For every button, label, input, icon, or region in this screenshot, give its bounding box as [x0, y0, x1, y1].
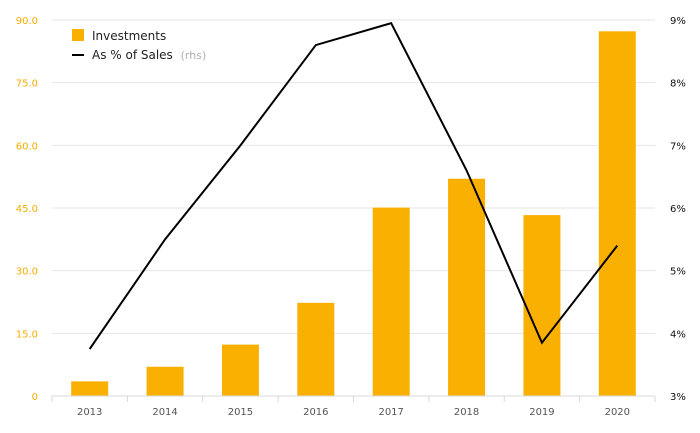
right-tick-label: 3%: [670, 392, 686, 403]
left-y-axis: 0 15.0 30.0 45.0 60.0 75.0 90.0: [16, 16, 38, 403]
x-tick-label: 2020: [605, 407, 630, 418]
left-tick-label: 75.0: [16, 79, 38, 90]
legend: Investments As % of Sales (rhs): [72, 29, 206, 62]
bar: [297, 302, 335, 396]
bar: [448, 178, 486, 396]
legend-note-rhs: (rhs): [181, 49, 207, 62]
right-tick-label: 6%: [670, 204, 686, 215]
right-y-axis: 3% 4% 5% 6% 7% 8% 9%: [670, 16, 686, 403]
series-line: [88, 21, 619, 350]
bar: [221, 344, 259, 396]
left-tick-label: 90.0: [16, 16, 38, 27]
sales-percent-line: [88, 21, 619, 350]
x-tick-label: 2016: [303, 407, 328, 418]
legend-label-sales-percent: As % of Sales (rhs): [92, 48, 206, 62]
left-tick-label: 45.0: [16, 204, 38, 215]
bar: [523, 215, 561, 396]
bar: [146, 366, 184, 396]
investment-bars: [71, 31, 636, 397]
left-tick-label: 30.0: [16, 267, 38, 278]
right-tick-label: 8%: [670, 79, 686, 90]
left-tick-label: 15.0: [16, 329, 38, 340]
x-tick-label: 2014: [152, 407, 177, 418]
x-tick-label: 2019: [529, 407, 554, 418]
legend-swatch-investments: [72, 29, 84, 41]
legend-label-sales-percent-text: As % of Sales: [92, 48, 173, 62]
right-tick-label: 4%: [670, 329, 686, 340]
x-axis: 2013 2014 2015 2016 2017 2018 2019 2020: [51, 395, 656, 418]
bar: [372, 207, 410, 396]
left-tick-label: 60.0: [16, 141, 38, 152]
right-tick-label: 7%: [670, 141, 686, 152]
right-tick-label: 5%: [670, 267, 686, 278]
legend-label-investments: Investments: [92, 29, 166, 43]
x-tick-label: 2018: [454, 407, 479, 418]
x-tick-label: 2017: [378, 407, 403, 418]
right-tick-label: 9%: [670, 16, 686, 27]
bar: [71, 381, 109, 396]
x-tick-label: 2015: [228, 407, 253, 418]
left-tick-label: 0: [32, 392, 38, 403]
x-tick-label: 2013: [77, 407, 102, 418]
gridlines: [52, 19, 655, 334]
bar: [598, 31, 636, 397]
